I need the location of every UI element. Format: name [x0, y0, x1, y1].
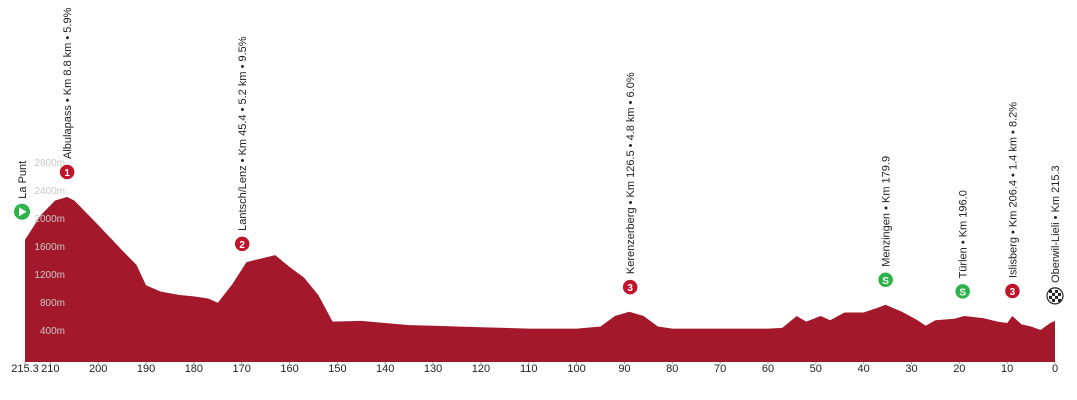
- x-tick-label: 130: [424, 363, 442, 375]
- icon-marker: S: [959, 287, 966, 298]
- annotation: 2 Lantsch/Lenz • Km 45.4 • 5.2 km • 9.5%: [233, 36, 251, 253]
- x-tick-label: 50: [810, 363, 822, 375]
- x-tick-label: 215.3: [11, 363, 39, 375]
- climb-icon: [58, 163, 76, 181]
- x-tick-label: 10: [1001, 363, 1013, 375]
- annotation-label: Kerenzerberg • Km 126.5 • 4.8 km • 6.0%: [625, 72, 637, 274]
- x-tick-label: 70: [714, 363, 726, 375]
- annotation-label: Albulapass • Km 8.8 km • 5.9%: [62, 7, 74, 159]
- y-tick: 2800m: [34, 158, 65, 169]
- sprint-icon: [953, 282, 972, 301]
- y-tick: 1600m: [34, 242, 65, 253]
- annotation-label: Oberwil-Lieli • Km 215.3: [1050, 165, 1062, 283]
- y-tick: 800m: [40, 298, 65, 309]
- annotation-label: Lantsch/Lenz • Km 45.4 • 5.2 km • 9.5%: [237, 36, 249, 231]
- y-tick: 1200m: [34, 270, 65, 281]
- icon-marker: 1: [64, 168, 70, 179]
- x-tick-label: 140: [376, 363, 394, 375]
- finish-check: [1058, 292, 1061, 296]
- y-tick-label: 2400m: [34, 186, 65, 197]
- finish-check: [1049, 289, 1052, 293]
- x-tick-label: 0: [1052, 363, 1058, 375]
- annotation: S Menzingen • Km 179.9: [876, 156, 895, 289]
- x-tick-label: 170: [233, 363, 251, 375]
- icon-marker: 3: [627, 283, 633, 294]
- x-tick-label: 30: [905, 363, 917, 375]
- x-tick-label: 90: [618, 363, 630, 375]
- sprint-icon: [876, 271, 895, 289]
- x-tick-label: 210: [41, 363, 59, 375]
- annotation: 3 Kerenzerberg • Km 126.5 • 4.8 km • 6.0%: [621, 72, 639, 296]
- elevation-area: [25, 197, 1055, 362]
- annotation-label: Islisberg • Km 206.4 • 1.4 km • 8.2%: [1007, 102, 1019, 278]
- x-tick-label: 110: [520, 363, 538, 375]
- y-tick: 400m: [40, 326, 65, 337]
- finish-check: [1055, 295, 1058, 299]
- finish-check: [1055, 289, 1058, 293]
- climb-icon: [233, 235, 251, 253]
- annotation: S Türlen • Km 196.0: [953, 190, 972, 301]
- annotation-label: La Punt: [17, 161, 29, 199]
- y-tick-label: 1600m: [34, 242, 65, 253]
- climb-icon: [621, 278, 639, 296]
- annotation-label: Menzingen • Km 179.9: [881, 156, 893, 267]
- annotation: La Punt: [14, 161, 30, 220]
- x-tick-label: 40: [858, 363, 870, 375]
- icon-marker: 2: [239, 240, 245, 251]
- y-tick-label: 2000m: [34, 214, 65, 225]
- y-tick-label: 800m: [40, 298, 65, 309]
- icon-marker: 3: [1010, 287, 1016, 298]
- x-tick-label: 100: [567, 363, 585, 375]
- start-arrow: [19, 207, 27, 217]
- x-tick-label: 120: [472, 363, 490, 375]
- x-tick-label: 80: [666, 363, 678, 375]
- y-tick-label: 1200m: [34, 270, 65, 281]
- x-tick-label: 150: [328, 363, 346, 375]
- x-tick-label: 180: [185, 363, 203, 375]
- y-tick: 2000m: [34, 214, 65, 225]
- y-tick-label: 400m: [40, 326, 65, 337]
- annotation: 1 Albulapass • Km 8.8 km • 5.9%: [58, 7, 76, 181]
- x-tick-label: 20: [953, 363, 965, 375]
- annotation: 3 Islisberg • Km 206.4 • 1.4 km • 8.2%: [1003, 102, 1022, 300]
- x-tick-label: 160: [280, 363, 298, 375]
- finish-check: [1052, 298, 1055, 302]
- icon-marker: S: [882, 276, 889, 287]
- annotation-label: Türlen • Km 196.0: [958, 190, 970, 278]
- finish-check: [1058, 298, 1061, 302]
- annotation: Oberwil-Lieli • Km 215.3: [1046, 165, 1064, 305]
- climb-icon: [1003, 282, 1022, 300]
- y-tick-label: 2800m: [34, 158, 65, 169]
- finish-check: [1052, 292, 1055, 296]
- x-tick-label: 60: [762, 363, 774, 375]
- x-tick-label: 200: [89, 363, 107, 375]
- x-tick-label: 190: [137, 363, 155, 375]
- y-tick: 2400m: [34, 186, 65, 197]
- finish-check: [1049, 295, 1052, 299]
